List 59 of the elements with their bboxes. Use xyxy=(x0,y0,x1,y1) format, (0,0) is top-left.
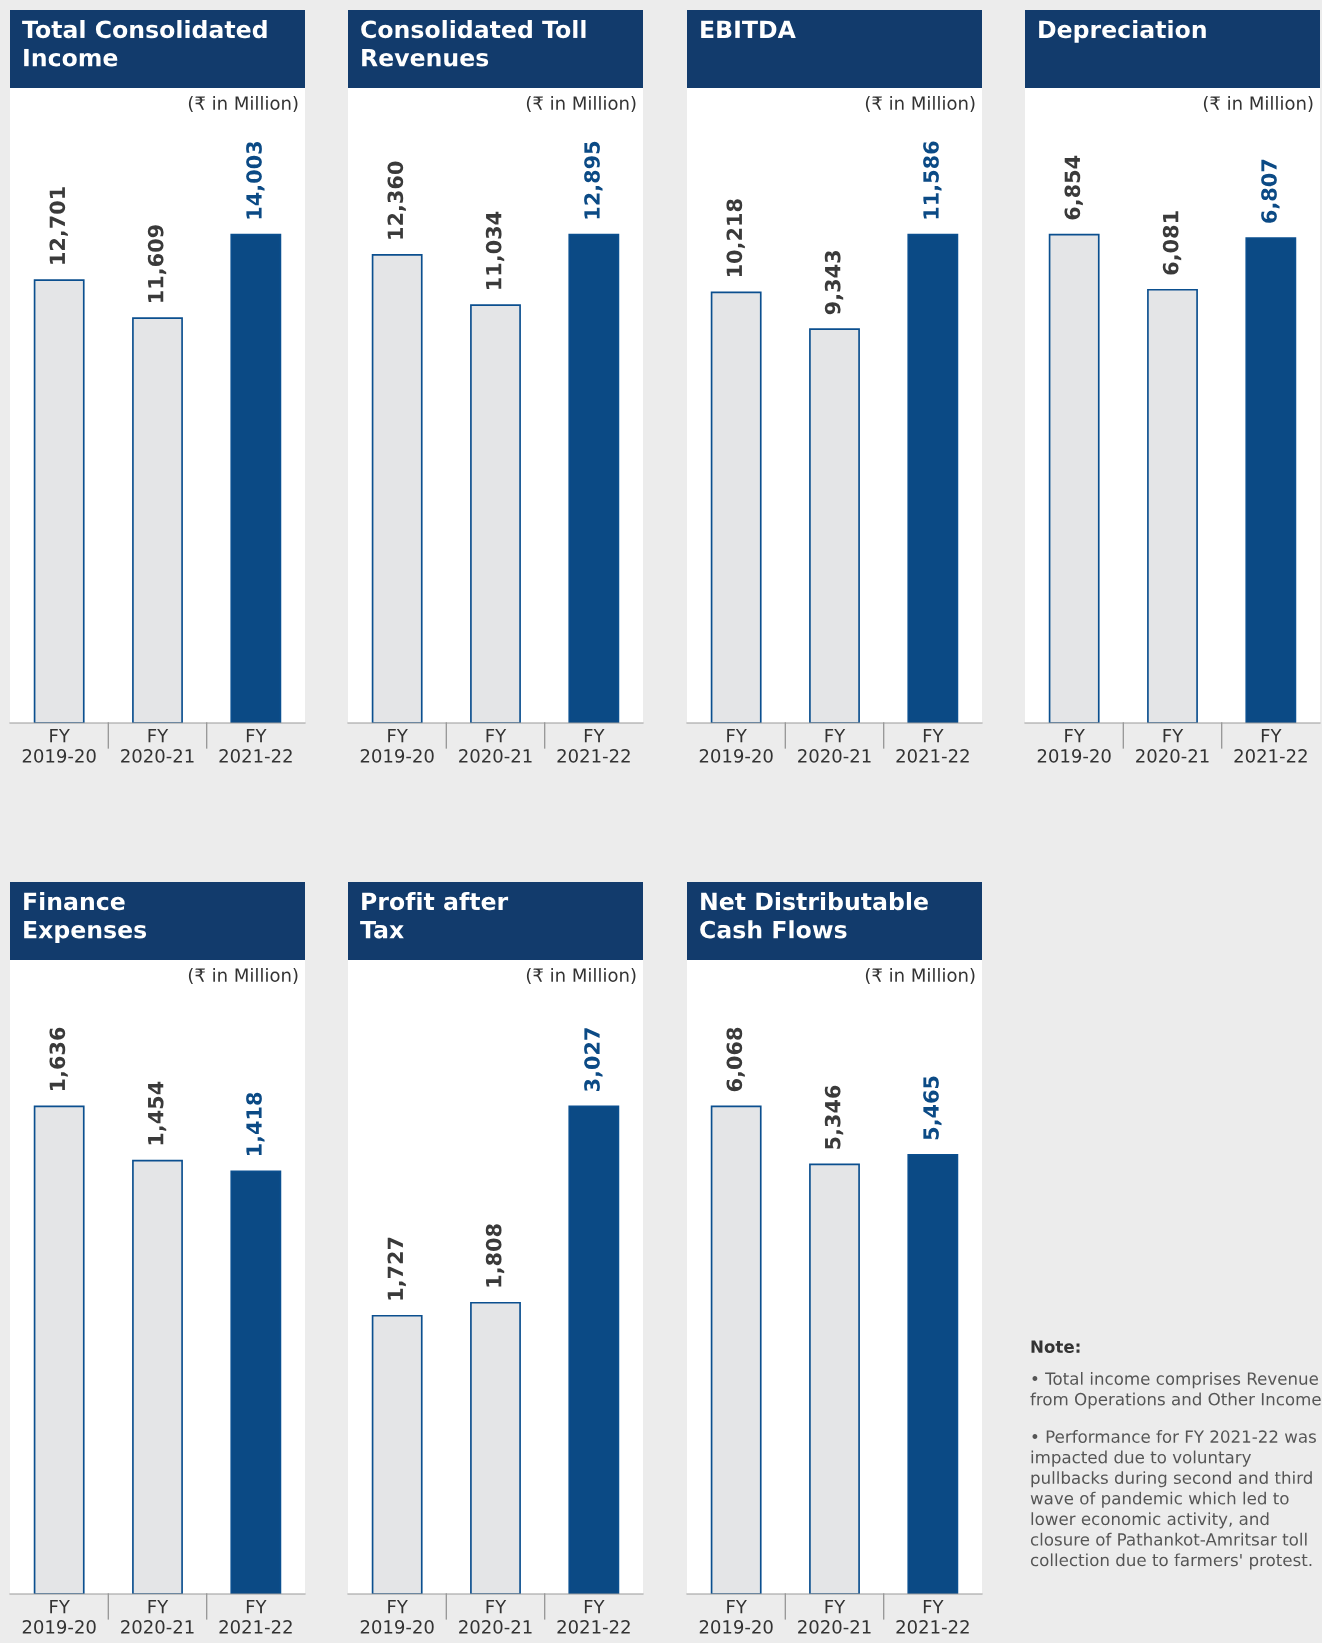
data-label: 12,895 xyxy=(584,141,603,219)
data-label: 3,027 xyxy=(584,1028,603,1092)
data-label: 11,034 xyxy=(485,211,505,289)
chart-subtitle: (₹ in Million) xyxy=(865,968,975,985)
x-tick-label: FY 2019-20 xyxy=(22,1600,96,1634)
text: • Total income comprises Revenue from Operations and Other Income xyxy=(1030,1372,1321,1409)
data-label: 1,418 xyxy=(246,1092,265,1156)
x-tick-label: FY 2020-21 xyxy=(798,1600,871,1634)
x-tick-label: FY 2020-21 xyxy=(798,729,871,763)
x-tick-label: FY 2021-22 xyxy=(896,1600,969,1634)
chart-title: Profit after Tax xyxy=(360,892,509,939)
x-tick-label: FY 2019-20 xyxy=(699,729,773,763)
x-tick-label: FY 2019-20 xyxy=(360,729,434,763)
data-label: 6,807 xyxy=(1261,159,1280,223)
chart-title: Total Consolidated Income xyxy=(22,20,267,67)
chart-title: Consolidated Toll Revenues xyxy=(361,20,586,67)
data-label: 1,727 xyxy=(387,1237,406,1300)
chart-subtitle: (₹ in Million) xyxy=(1203,96,1313,113)
data-label: 9,343 xyxy=(824,251,844,315)
data-label: 5,346 xyxy=(824,1085,844,1149)
chart-title: Finance Expenses xyxy=(24,892,147,944)
data-label: 6,081 xyxy=(1162,211,1182,275)
data-label: 10,218 xyxy=(726,199,745,277)
text: • Performance for FY 2021-22 was impacted due to voluntary pullbacks during second and third wave of pandemic which led to lower economic activity, and closure of Pathankot-Amritsar toll collection due to farmers' protest. xyxy=(1030,1430,1316,1570)
data-label: 6,854 xyxy=(1064,155,1083,220)
text: Note: xyxy=(1031,1340,1080,1353)
chart-title: Net Distributable Cash Flows xyxy=(700,892,928,939)
chart-subtitle: (₹ in Million) xyxy=(865,96,975,113)
chart-title: Depreciation xyxy=(1039,20,1206,43)
data-label: 14,003 xyxy=(246,142,265,219)
chart-subtitle: (₹ in Million) xyxy=(526,968,636,985)
data-label: 11,609 xyxy=(147,225,167,302)
x-tick-label: FY 2019-20 xyxy=(699,1600,773,1634)
data-label: 1,808 xyxy=(485,1224,505,1287)
data-label: 5,465 xyxy=(923,1076,942,1140)
x-tick-label: FY 2021-22 xyxy=(219,729,292,763)
x-tick-label: FY 2019-20 xyxy=(22,729,96,763)
x-tick-label: FY 2020-21 xyxy=(459,729,532,763)
data-label: 1,454 xyxy=(148,1081,167,1145)
x-tick-label: FY 2021-22 xyxy=(557,1600,630,1634)
x-tick-label: FY 2019-20 xyxy=(360,1600,434,1634)
x-tick-label: FY 2019-20 xyxy=(1037,729,1111,763)
data-label: 12,701 xyxy=(49,187,68,264)
data-label: 12,360 xyxy=(387,161,406,239)
x-tick-label: FY 2021-22 xyxy=(1234,729,1307,763)
x-tick-label: FY 2020-21 xyxy=(121,729,194,763)
x-tick-label: FY 2020-21 xyxy=(459,1600,532,1634)
x-tick-label: FY 2021-22 xyxy=(896,729,969,763)
chart-subtitle: (₹ in Million) xyxy=(188,96,298,113)
data-label: 11,586 xyxy=(923,141,942,219)
x-tick-label: FY 2021-22 xyxy=(219,1600,292,1634)
chart-title: EBITDA xyxy=(701,20,796,38)
data-label: 6,068 xyxy=(726,1027,745,1092)
x-tick-label: FY 2020-21 xyxy=(121,1600,194,1634)
x-tick-label: FY 2021-22 xyxy=(557,729,630,763)
data-label: 1,636 xyxy=(49,1027,68,1091)
chart-subtitle: (₹ in Million) xyxy=(188,968,298,985)
chart-subtitle: (₹ in Million) xyxy=(526,96,636,113)
x-tick-label: FY 2020-21 xyxy=(1136,729,1209,763)
